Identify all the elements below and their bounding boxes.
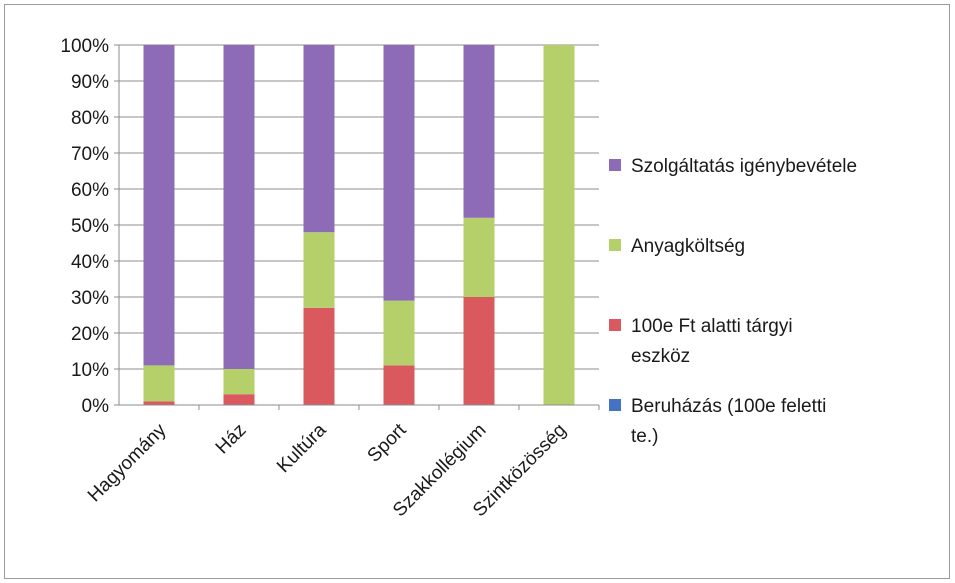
legend-label: 100e Ft alatti tárgyi — [631, 316, 793, 337]
bar-segment — [223, 45, 255, 369]
y-tick-label: 60% — [71, 180, 109, 201]
legend-label: Szolgáltatás igénybevétele — [631, 156, 857, 177]
legend-swatch — [609, 399, 621, 411]
y-tick-label: 80% — [71, 108, 109, 129]
bar-segment — [383, 45, 415, 301]
bar-segment — [463, 217, 495, 297]
chart-frame: 0% 10% 20% 30% 40% 50% 60% 70% 80% 90% 100% Hagyomá… — [4, 4, 950, 579]
y-tick-label: 50% — [71, 216, 109, 237]
bar-segment — [383, 365, 415, 405]
y-tick-label: 0% — [82, 396, 110, 417]
bar-segment — [143, 401, 175, 405]
y-tick-label: 30% — [71, 288, 109, 309]
legend-label: Beruházás (100e feletti — [631, 396, 826, 417]
bar-segment — [223, 394, 255, 405]
bar-segment — [543, 45, 575, 405]
bar-segment — [303, 45, 335, 233]
bar-segment — [463, 297, 495, 405]
bar-segment — [143, 45, 175, 366]
bar-segment — [383, 300, 415, 366]
legend-layer: Szolgáltatás igénybevétele Anyagköltség 10… — [609, 156, 857, 447]
legend-label: te.) — [631, 426, 658, 447]
y-tick-label: 70% — [71, 144, 109, 165]
y-tick-label: 10% — [71, 360, 109, 381]
legend-swatch — [609, 319, 621, 331]
y-tick-label: 20% — [71, 324, 109, 345]
legend-label: Anyagköltség — [631, 236, 745, 257]
bar-segment — [303, 232, 335, 308]
chart-svg: 0% 10% 20% 30% 40% 50% 60% 70% 80% 90% 100% Hagyomá… — [60, 36, 857, 521]
y-tick-label: 90% — [71, 72, 109, 93]
bar-segment — [223, 369, 255, 395]
y-tick-label: 100% — [60, 36, 109, 57]
x-category-label: Sport — [364, 419, 411, 466]
x-category-label: Ház — [212, 420, 251, 459]
bars-layer — [143, 45, 575, 405]
x-category-label: Kultúra — [273, 419, 331, 477]
y-tick-label: 40% — [71, 252, 109, 273]
grid-layer — [119, 44, 599, 370]
bar-segment — [463, 45, 495, 218]
bar-segment — [143, 365, 175, 402]
legend-label: eszköz — [631, 346, 690, 367]
legend-swatch — [609, 239, 621, 251]
x-category-label: Hagyomány — [84, 419, 171, 506]
legend-swatch — [609, 159, 621, 171]
bar-segment — [303, 307, 335, 405]
